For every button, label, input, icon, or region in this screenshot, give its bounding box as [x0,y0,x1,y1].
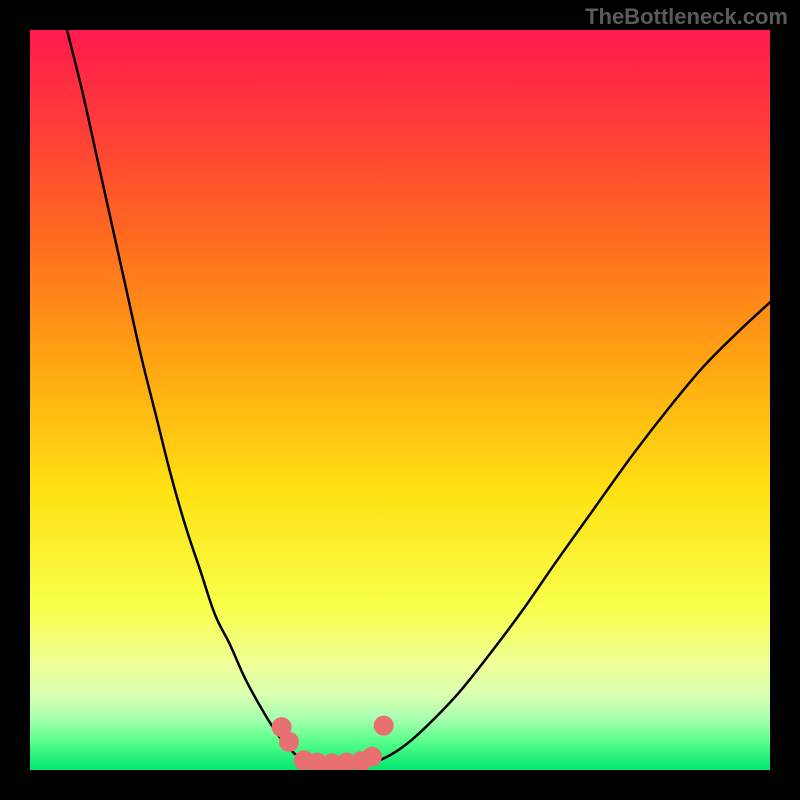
gradient-background [30,30,770,770]
watermark-text: TheBottleneck.com [585,4,788,30]
plot-area [30,30,770,770]
data-marker [374,716,394,736]
chart-container: TheBottleneck.com [0,0,800,800]
data-marker [362,747,382,767]
data-marker [279,732,299,752]
plot-svg [30,30,770,770]
